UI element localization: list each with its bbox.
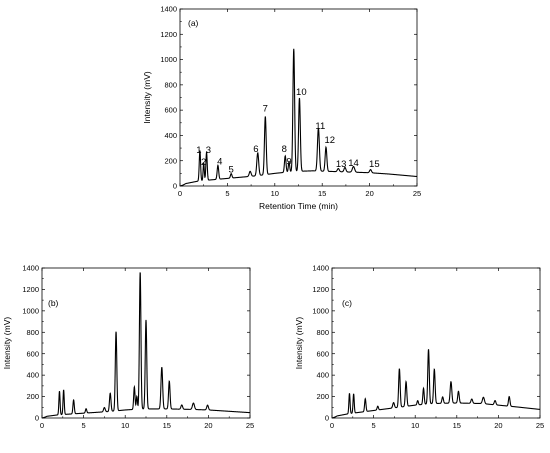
peak-label: 12 (324, 135, 335, 146)
chromatogram-trace (179, 48, 418, 187)
peak-label: 9 (286, 157, 291, 168)
chromatogram-trace (41, 272, 251, 419)
peak-label: 10 (296, 87, 307, 98)
y-tick-label: 0 (325, 414, 329, 423)
plot-frame (41, 267, 251, 419)
x-tick-label: 20 (494, 421, 502, 430)
x-tick-label: 25 (246, 421, 254, 430)
x-tick-label: 5 (82, 421, 86, 430)
y-tick-label: 200 (164, 156, 177, 165)
x-tick-label: 5 (372, 421, 376, 430)
x-tick-label: 15 (318, 189, 326, 198)
y-axis-label: Intensity (mV) (2, 317, 12, 370)
x-tick-label: 15 (163, 421, 171, 430)
y-tick-label: 1200 (312, 285, 329, 294)
chart-panel-2: 0 5 10 15 20 25 0 200 400 600 800 1000 1200 1400 Inten… (2, 264, 254, 430)
y-tick-label: 400 (26, 371, 39, 380)
x-tick-label: 5 (225, 189, 229, 198)
x-tick-label: 25 (413, 189, 421, 198)
x-tick-label: 10 (411, 421, 419, 430)
y-tick-label: 0 (173, 182, 177, 191)
y-tick-label: 800 (316, 328, 329, 337)
y-tick-label: 600 (316, 349, 329, 358)
x-tick-label: 20 (204, 421, 212, 430)
y-tick-label: 400 (316, 371, 329, 380)
y-tick-label: 800 (26, 328, 39, 337)
x-tick-label: 15 (453, 421, 461, 430)
y-tick-label: 400 (164, 131, 177, 140)
panel-tag: (b) (48, 298, 59, 308)
peak-label: 2 (201, 157, 206, 168)
peak-label: 13 (336, 159, 347, 170)
y-tick-label: 1400 (22, 264, 39, 273)
x-tick-label: 20 (365, 189, 373, 198)
y-tick-label: 1000 (22, 306, 39, 315)
y-tick-label: 600 (26, 349, 39, 358)
peak-label: 11 (315, 121, 325, 132)
panel-tag: (c) (342, 298, 352, 308)
peak-label: 7 (263, 103, 268, 114)
peak-label: 14 (348, 158, 359, 169)
y-tick-label: 800 (164, 80, 177, 89)
x-tick-label: 0 (330, 421, 334, 430)
y-tick-label: 1400 (160, 5, 177, 14)
peak-label: 4 (217, 157, 222, 168)
y-tick-label: 1000 (160, 55, 177, 64)
peak-label: 5 (229, 165, 234, 176)
peak-label: 6 (253, 144, 258, 155)
y-tick-label: 0 (35, 414, 39, 423)
peak-label: 15 (369, 159, 380, 170)
x-tick-label: 10 (271, 189, 279, 198)
peak-label: 1 (196, 145, 201, 156)
panel-tag: (a) (188, 18, 199, 28)
x-tick-label: 10 (121, 421, 129, 430)
x-axis-label: Retention Time (min) (259, 201, 338, 211)
peak-label: 8 (282, 144, 287, 155)
y-tick-label: 600 (164, 106, 177, 115)
chart-panel-3: 0 5 10 15 20 25 0 200 400 600 800 1000 1200 1400 Inten… (294, 264, 544, 430)
y-tick-label: 1200 (160, 30, 177, 39)
chart-panel-1: 0 5 10 15 20 250200400600800100012001400Reten… (142, 5, 421, 211)
x-tick-label: 0 (40, 421, 44, 430)
y-tick-label: 1200 (22, 285, 39, 294)
y-axis-label: Intensity (mV) (142, 71, 152, 124)
y-tick-label: 1000 (312, 306, 329, 315)
x-tick-label: 25 (536, 421, 544, 430)
chromatogram-trace (331, 349, 541, 419)
y-tick-label: 200 (26, 392, 39, 401)
y-axis-label: Intensity (mV) (294, 317, 304, 370)
x-tick-label: 0 (178, 189, 182, 198)
y-tick-label: 1400 (312, 264, 329, 273)
peak-label: 3 (206, 145, 211, 156)
y-tick-label: 200 (316, 392, 329, 401)
